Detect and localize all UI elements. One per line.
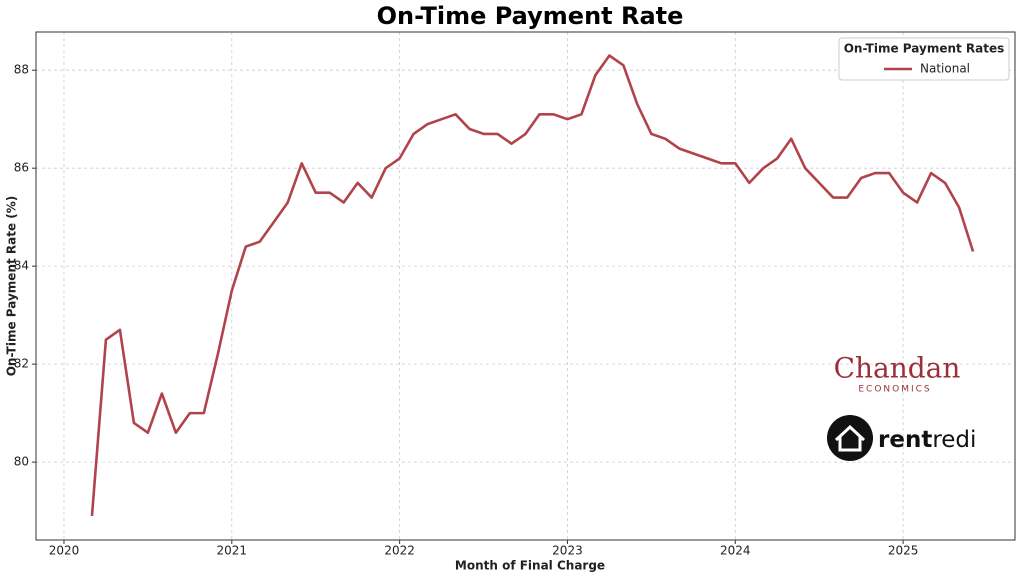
logo-text: redi <box>932 427 976 453</box>
y-tick-label: 84 <box>14 259 29 273</box>
logo-icon <box>827 415 873 461</box>
x-tick-label: 2022 <box>384 544 415 558</box>
y-tick-label: 80 <box>14 455 29 469</box>
data-line <box>90 54 975 517</box>
x-tick-label: 2024 <box>720 544 751 558</box>
logo-chandan: Chandan ECONOMICS <box>834 352 961 395</box>
plot-frame <box>35 31 1016 541</box>
chart-title: On-Time Payment Rate <box>377 2 684 30</box>
legend-title: On-Time Payment Rates <box>844 42 1005 56</box>
legend-label: National <box>920 62 970 76</box>
x-tick-label: 2020 <box>49 544 80 558</box>
logo-rentredi: rentredi <box>827 415 976 461</box>
logo-text: Chandan <box>834 352 961 385</box>
x-tick-label: 2023 <box>552 544 583 558</box>
logo-text: rentredi <box>878 427 976 453</box>
x-tick-label: 2021 <box>217 544 248 558</box>
logo-text: ECONOMICS <box>858 385 931 395</box>
y-tick-label: 86 <box>14 161 29 175</box>
legend-box <box>838 37 1010 81</box>
x-tick-label: 2025 <box>888 544 919 558</box>
y-tick-label: 88 <box>14 63 29 77</box>
logo-house <box>834 424 866 452</box>
y-tick-label: 82 <box>14 357 29 371</box>
y-axis-label: On-Time Payment Rate (%) <box>5 196 19 377</box>
logo-text: rent <box>878 427 932 453</box>
legend: On-Time Payment Rates National <box>838 37 1010 81</box>
x-axis-label: Month of Final Charge <box>455 559 605 573</box>
